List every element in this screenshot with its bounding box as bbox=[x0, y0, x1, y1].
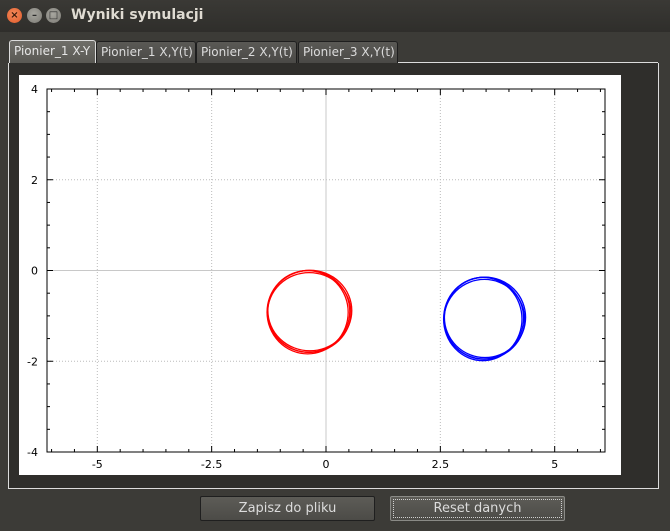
x-tick-label: -2.5 bbox=[201, 458, 222, 471]
trajectory-series-2 bbox=[442, 276, 523, 362]
tab-pionier1-xyt[interactable]: Pionier_1 X,Y(t) bbox=[96, 41, 196, 63]
tab-pionier1-xy[interactable]: Pionier_1 X-Y bbox=[9, 40, 96, 65]
x-tick-label: 0 bbox=[323, 458, 330, 471]
y-tick-label: 4 bbox=[31, 83, 38, 96]
x-tick-label: 5 bbox=[551, 458, 558, 471]
plot-area: -5 -2.5 0 2.5 5 -4 -2 0 2 4 bbox=[19, 75, 621, 475]
x-tick-label: 2.5 bbox=[432, 458, 450, 471]
y-tick-label: -2 bbox=[27, 355, 38, 368]
trajectory-series-1 bbox=[266, 269, 349, 355]
trajectory-series-1 bbox=[266, 271, 352, 354]
x-tick-label: -5 bbox=[92, 458, 103, 471]
minimize-icon: – bbox=[32, 9, 37, 21]
tab-pionier3-xyt[interactable]: Pionier_3 X,Y(t) bbox=[298, 41, 398, 63]
save-to-file-button[interactable]: Zapisz do pliku bbox=[200, 496, 375, 521]
xy-plot: -5 -2.5 0 2.5 5 -4 -2 0 2 4 bbox=[27, 83, 606, 471]
y-tick-label: 2 bbox=[31, 174, 38, 187]
window-title: Wyniki symulacji bbox=[71, 7, 204, 23]
close-icon: × bbox=[10, 9, 19, 21]
maximize-window-button[interactable]: □ bbox=[46, 8, 61, 23]
trajectory-series-2 bbox=[443, 278, 526, 360]
tab-pionier2-xyt[interactable]: Pionier_2 X,Y(t) bbox=[196, 41, 297, 63]
title-bar: × – □ Wyniki symulacji bbox=[0, 0, 670, 32]
reset-data-button[interactable]: Reset danych bbox=[390, 496, 565, 521]
y-tick-label: 0 bbox=[31, 265, 38, 278]
close-window-button[interactable]: × bbox=[7, 8, 22, 23]
minimize-window-button[interactable]: – bbox=[27, 8, 42, 23]
maximize-icon: □ bbox=[48, 9, 59, 21]
y-tick-label: -4 bbox=[27, 446, 38, 459]
